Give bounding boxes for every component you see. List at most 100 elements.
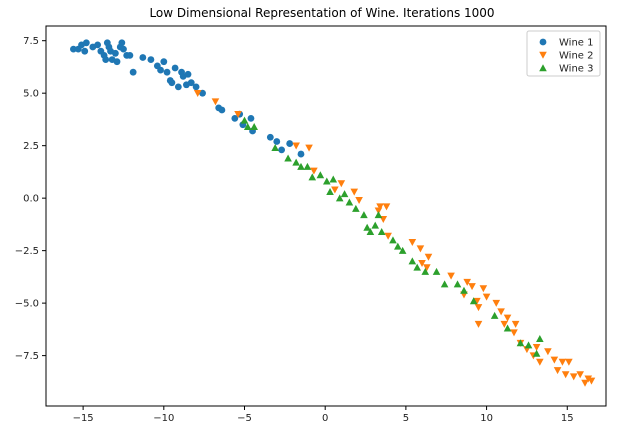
data-point [129, 68, 137, 76]
data-point [473, 297, 481, 305]
data-point [394, 242, 402, 250]
data-point [102, 56, 110, 63]
data-point [184, 70, 192, 78]
x-tick-label: 15 [561, 413, 574, 424]
data-point [565, 358, 573, 366]
data-point [374, 211, 383, 219]
data-point [408, 257, 417, 265]
data-point [250, 122, 258, 130]
data-point [284, 154, 292, 162]
data-point [503, 324, 512, 332]
data-point [240, 116, 249, 124]
data-point [544, 348, 552, 356]
data-point [363, 223, 371, 231]
data-point [440, 280, 449, 288]
points-layer [70, 39, 596, 387]
data-point [524, 341, 533, 349]
x-axis: −15 −10 −5 0 5 10 15 [73, 406, 574, 424]
data-point [247, 114, 255, 122]
data-point [360, 211, 368, 219]
data-point [271, 143, 279, 151]
data-point [292, 158, 300, 166]
data-point [389, 236, 397, 244]
data-point [286, 140, 294, 147]
legend-label: Wine 2 [559, 51, 593, 62]
data-point [329, 175, 338, 183]
data-point [168, 79, 176, 87]
data-point [469, 297, 478, 305]
data-point [335, 194, 344, 202]
data-point [139, 54, 147, 61]
data-point [174, 83, 182, 91]
data-point [187, 79, 195, 87]
data-point [147, 56, 155, 63]
data-point [482, 293, 491, 301]
data-point [193, 89, 202, 97]
data-point [199, 89, 206, 97]
data-point [340, 190, 349, 198]
x-tick-label: −10 [153, 413, 174, 424]
data-point [273, 138, 281, 145]
data-point [416, 245, 425, 253]
data-point [120, 45, 127, 53]
data-point [490, 311, 499, 319]
x-tick-label: 0 [322, 413, 328, 424]
legend-label: Wine 1 [559, 38, 593, 49]
data-point [355, 197, 363, 205]
data-point [423, 264, 431, 272]
legend: Wine 1 Wine 2 Wine 3 [526, 30, 601, 77]
data-point [171, 64, 179, 72]
y-tick-label: 5.0 [23, 89, 39, 100]
data-point [463, 278, 472, 286]
data-point [118, 39, 126, 47]
data-point [532, 349, 541, 357]
plot-frame [45, 25, 607, 407]
series-3 [240, 116, 544, 357]
data-point [211, 98, 220, 106]
series-1 [70, 39, 305, 158]
data-point [447, 272, 455, 280]
chart-title: Low Dimensional Representation of Wine. … [149, 6, 494, 20]
data-point [468, 283, 476, 291]
data-point [316, 171, 325, 179]
data-point [163, 68, 171, 76]
data-point [352, 204, 360, 212]
data-point [377, 227, 386, 235]
data-point [366, 227, 375, 235]
data-point [94, 41, 102, 49]
y-tick-label: 2.5 [23, 141, 39, 152]
data-point [323, 177, 331, 185]
data-point [558, 358, 567, 366]
data-point [460, 286, 468, 294]
data-point [536, 358, 544, 366]
data-point [418, 260, 426, 268]
data-point [292, 142, 300, 150]
data-point [266, 133, 274, 141]
data-point [413, 263, 421, 271]
data-point [326, 188, 334, 196]
y-axis: −7.5 −5.0 −2.5 0.0 2.5 5.0 7.5 [15, 36, 46, 362]
data-point [497, 308, 505, 316]
x-tick-label: −15 [73, 413, 94, 424]
data-point [371, 221, 380, 229]
data-point [569, 373, 578, 381]
data-point [345, 198, 354, 206]
data-point [432, 267, 441, 275]
data-point [474, 320, 483, 328]
data-point [382, 203, 391, 211]
data-point [305, 144, 313, 152]
y-tick-label: 7.5 [23, 36, 39, 47]
data-point [81, 47, 89, 55]
data-point [297, 150, 305, 158]
data-point [421, 267, 430, 275]
data-point [157, 66, 164, 74]
y-tick-label: −7.5 [15, 351, 39, 362]
data-point [297, 162, 305, 170]
data-point [192, 83, 200, 91]
data-point [384, 232, 392, 240]
data-point [479, 285, 488, 293]
data-point [310, 167, 318, 175]
data-point [218, 106, 226, 114]
